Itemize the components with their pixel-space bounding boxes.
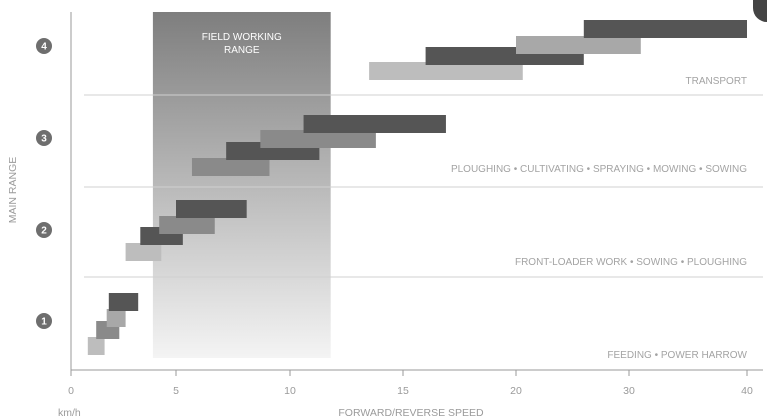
category-labels: FEEDING • POWER HARROW FRONT-LOADER WORK … [451,76,748,361]
category-label-range-2: FRONT-LOADER WORK • SOWING • PLOUGHING [515,257,747,268]
main-range-number-2: 2 [41,226,47,237]
x-tick-label: 0 [68,385,74,397]
x-axis-unit: km/h [58,407,81,419]
gear-bar-range-3-gear-4 [304,115,446,133]
gear-bar-range-2-gear-4 [176,200,247,218]
x-tick-label: 5 [173,385,179,397]
x-tick-label: 40 [741,385,753,397]
x-tick-label: 30 [623,385,635,397]
gear-bar-range-3-gear-1 [192,158,270,176]
category-label-range-4: TRANSPORT [686,76,748,87]
x-tick-label: 20 [510,385,522,397]
field-working-range-label-line1: FIELD WORKING [202,32,282,43]
gear-bar-range-1-gear-3 [107,309,126,327]
x-axis-title: FORWARD/REVERSE SPEED [338,407,484,419]
gear-bar-range-2-gear-3 [159,216,215,234]
field-working-range-label-line2: RANGE [224,45,260,56]
main-range-number-1: 1 [41,317,47,328]
main-range-number-3: 3 [41,134,47,145]
x-tick-label: 15 [397,385,409,397]
gear-bar-range-4-gear-4 [584,20,747,38]
field-working-range-band [153,12,331,358]
main-range-markers: 1 2 3 4 [36,38,52,329]
gear-bar-range-1-gear-1 [88,337,105,355]
main-range-number-4: 4 [41,42,47,53]
x-tick-label: 10 [284,385,296,397]
gear-bar-range-1-gear-4 [109,293,138,311]
category-label-range-3: PLOUGHING • CULTIVATING • SPRAYING • MOW… [451,164,747,175]
gear-bar-range-2-gear-1 [126,243,162,261]
gear-bar-range-4-gear-3 [516,36,641,54]
category-label-range-1: FEEDING • POWER HARROW [607,350,747,361]
x-axis-ticks: 0 5 10 15 20 30 40 [68,370,753,397]
y-axis-title: MAIN RANGE [7,157,19,224]
